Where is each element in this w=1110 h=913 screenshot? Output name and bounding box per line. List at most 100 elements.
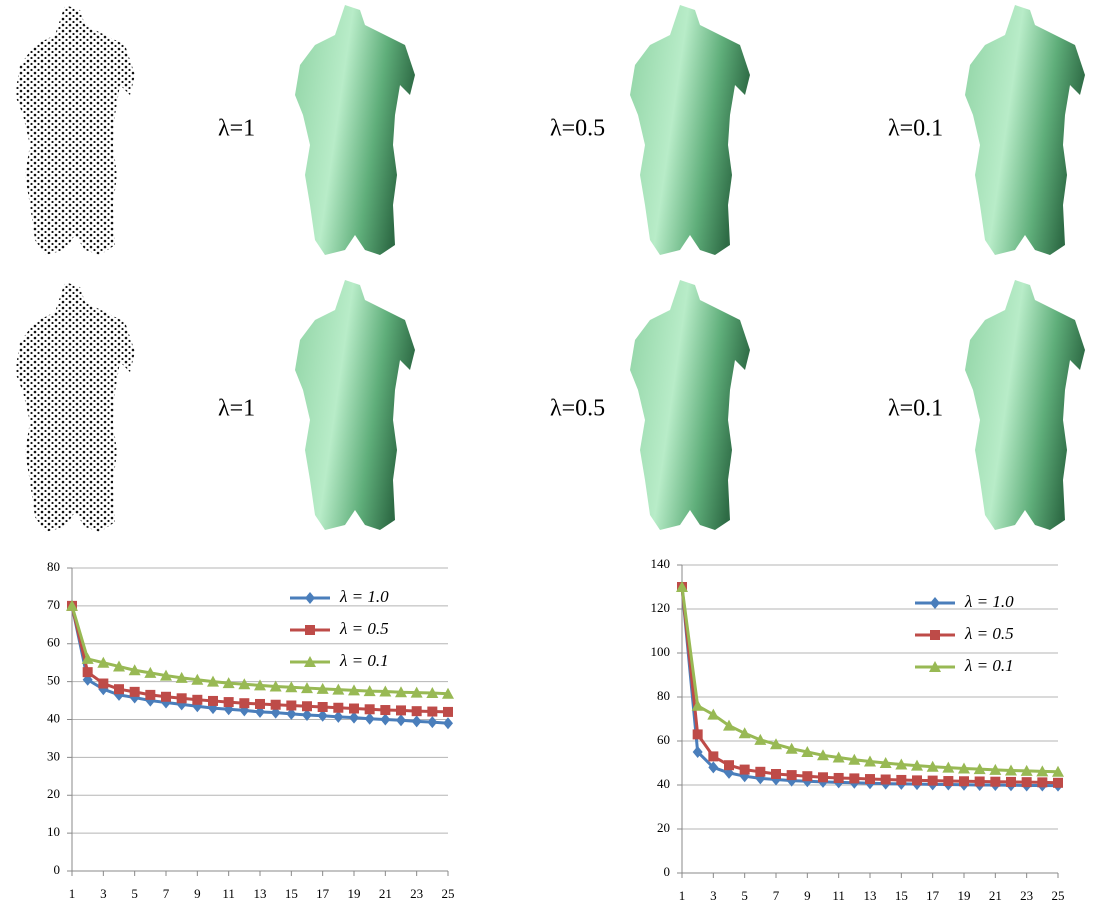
- marker: [380, 705, 390, 715]
- x-tick-label: 25: [442, 886, 455, 901]
- marker: [834, 773, 844, 783]
- marker: [396, 714, 406, 726]
- x-tick-label: 3: [710, 888, 717, 903]
- marker: [928, 776, 938, 786]
- marker: [771, 769, 781, 779]
- marker: [302, 701, 312, 711]
- marker: [98, 679, 108, 689]
- lambda-label: λ=0.5: [550, 116, 605, 142]
- marker: [412, 715, 422, 727]
- surface: [630, 280, 750, 530]
- marker: [912, 775, 922, 785]
- legend-label: λ = 0.5: [339, 619, 389, 638]
- y-tick-label: 50: [47, 673, 60, 688]
- x-tick-label: 1: [69, 886, 76, 901]
- marker: [755, 767, 765, 777]
- x-tick-label: 11: [832, 888, 845, 903]
- marker: [708, 751, 718, 761]
- lambda-label: λ=1: [218, 396, 255, 422]
- marker: [396, 705, 406, 715]
- marker: [208, 696, 218, 706]
- marker: [365, 713, 375, 725]
- marker: [412, 706, 422, 716]
- marker: [707, 709, 719, 720]
- marker: [975, 776, 985, 786]
- marker: [255, 699, 265, 709]
- y-tick-label: 40: [47, 710, 60, 725]
- legend-label: λ = 0.5: [964, 624, 1014, 643]
- marker: [114, 684, 124, 694]
- x-tick-label: 23: [410, 886, 423, 901]
- marker: [724, 760, 734, 770]
- marker: [318, 702, 328, 712]
- marker: [1006, 777, 1016, 787]
- page: λ=1 λ=0.5 λ=0.1 λ=1 λ=0.5 λ=0.1 01020304…: [0, 0, 1110, 913]
- y-tick-label: 80: [47, 559, 60, 574]
- marker: [239, 698, 249, 708]
- marker: [83, 667, 93, 677]
- marker: [177, 693, 187, 703]
- marker: [443, 707, 453, 717]
- y-tick-label: 70: [47, 597, 60, 612]
- x-tick-label: 15: [285, 886, 298, 901]
- marker: [896, 775, 906, 785]
- marker: [881, 775, 891, 785]
- legend-label: λ = 0.1: [964, 656, 1014, 675]
- marker: [818, 772, 828, 782]
- x-tick-label: 7: [773, 888, 780, 903]
- series-line: [682, 587, 1058, 772]
- y-tick-label: 40: [657, 776, 670, 791]
- y-tick-label: 0: [54, 862, 61, 877]
- legend-label: λ = 1.0: [964, 592, 1014, 611]
- y-tick-label: 0: [664, 864, 671, 879]
- y-tick-label: 30: [47, 748, 60, 763]
- x-tick-label: 21: [989, 888, 1002, 903]
- marker: [224, 697, 234, 707]
- y-tick-label: 120: [651, 600, 671, 615]
- x-tick-label: 9: [194, 886, 201, 901]
- marker: [959, 776, 969, 786]
- x-tick-label: 25: [1052, 888, 1065, 903]
- marker: [787, 770, 797, 780]
- x-tick-label: 5: [741, 888, 748, 903]
- marker: [271, 700, 281, 710]
- marker: [380, 714, 390, 726]
- marker: [930, 630, 940, 640]
- x-tick-label: 17: [926, 888, 940, 903]
- marker: [427, 716, 437, 728]
- point-clouds: [15, 5, 135, 532]
- marker: [130, 687, 140, 697]
- marker: [849, 773, 859, 783]
- lambda-label: λ=0.1: [888, 116, 943, 142]
- legend-label: λ = 0.1: [339, 651, 389, 670]
- x-tick-label: 13: [864, 888, 877, 903]
- marker: [943, 776, 953, 786]
- surface: [295, 5, 415, 255]
- x-tick-label: 11: [222, 886, 235, 901]
- lambda-label: λ=0.5: [550, 396, 605, 422]
- surface: [965, 280, 1085, 530]
- x-tick-label: 3: [100, 886, 107, 901]
- marker: [930, 597, 940, 609]
- marker: [427, 707, 437, 717]
- marker: [333, 703, 343, 713]
- x-tick-label: 21: [379, 886, 392, 901]
- y-tick-label: 20: [47, 786, 60, 801]
- surface: [965, 5, 1085, 255]
- y-tick-label: 80: [657, 688, 670, 703]
- marker: [1037, 777, 1047, 787]
- point-cloud: [15, 282, 135, 532]
- marker: [1053, 778, 1063, 788]
- surface: [630, 5, 750, 255]
- surfaces: [295, 5, 1085, 530]
- y-tick-label: 20: [657, 820, 670, 835]
- marker: [286, 700, 296, 710]
- x-tick-label: 15: [895, 888, 908, 903]
- marker: [365, 704, 375, 714]
- lambda-label: λ=1: [218, 116, 255, 142]
- y-tick-label: 10: [47, 824, 60, 839]
- x-tick-label: 13: [254, 886, 267, 901]
- x-tick-label: 19: [958, 888, 971, 903]
- marker: [305, 625, 315, 635]
- x-tick-label: 23: [1020, 888, 1033, 903]
